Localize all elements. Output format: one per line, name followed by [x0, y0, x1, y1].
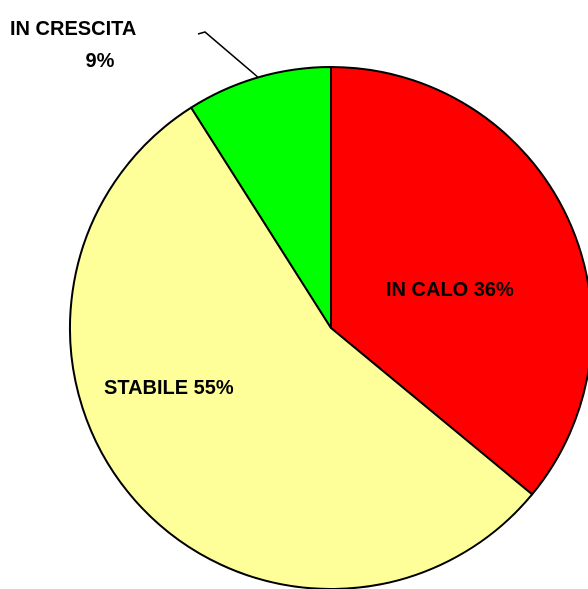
- leader-lines: [197, 31, 259, 78]
- slice-label-in-calo: IN CALO 36%: [386, 279, 514, 301]
- pie-slice-in-calo: [330, 66, 588, 496]
- pie-slices: [69, 66, 588, 589]
- slice-label-stabile: STABILE 55%: [104, 377, 234, 399]
- leader-line-in-crescita: [197, 31, 259, 78]
- pie-slice-in-crescita: [190, 66, 332, 329]
- slice-label-in-crescita-percent: 9%: [86, 50, 115, 72]
- pie-slice-stabile: [69, 106, 534, 589]
- slice-label-in-crescita: IN CRESCITA: [10, 18, 136, 40]
